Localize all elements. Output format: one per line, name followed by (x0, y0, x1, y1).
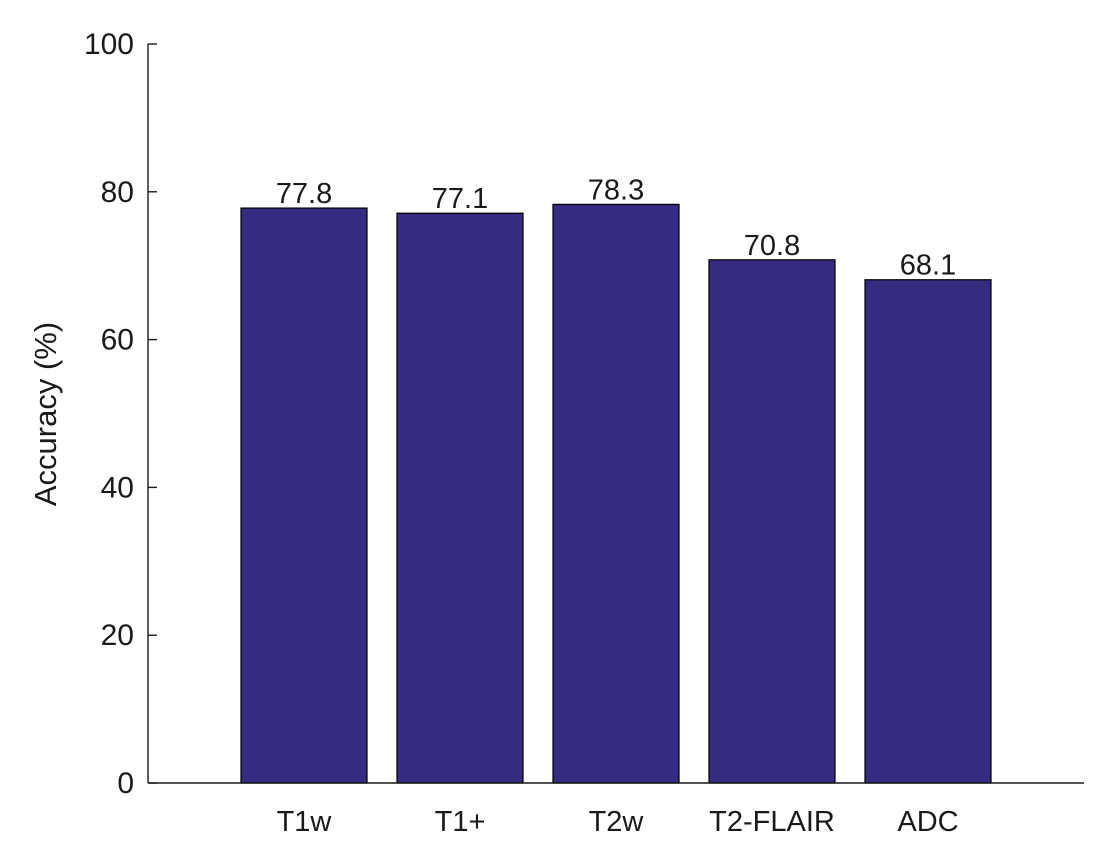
y-axis-label: Accuracy (%) (28, 322, 63, 506)
y-tick-label: 100 (84, 28, 134, 61)
bars-group (240, 203, 992, 784)
x-ticks-group: T1w T1+ T2w T2-FLAIR ADC (277, 806, 959, 838)
bar-t1w (240, 207, 368, 784)
data-label: 70.8 (744, 230, 800, 262)
x-tick-label: T2-FLAIR (709, 806, 835, 838)
y-tick-label: 0 (117, 767, 134, 800)
x-tick-label: T1w (277, 806, 333, 838)
data-labels-group: 77.8 77.1 78.3 70.8 68.1 (276, 174, 956, 281)
data-label: 77.1 (432, 183, 488, 215)
y-tick-label: 80 (101, 176, 134, 209)
bar-t2w (552, 203, 680, 784)
x-tick-label: T1+ (435, 806, 486, 838)
data-label: 78.3 (588, 174, 644, 206)
bar-t2-flair (708, 259, 836, 784)
bar-t1- (396, 212, 524, 784)
x-tick-label: ADC (897, 806, 958, 838)
y-tick-label: 40 (101, 471, 134, 504)
data-label: 77.8 (276, 178, 332, 210)
y-tick-label: 60 (101, 324, 134, 357)
x-tick-label: T2w (589, 806, 645, 838)
bar-adc (864, 279, 992, 784)
y-ticks-group: 0 20 40 60 80 100 (84, 28, 157, 800)
data-label: 68.1 (900, 250, 956, 282)
y-tick-label: 20 (101, 619, 134, 652)
